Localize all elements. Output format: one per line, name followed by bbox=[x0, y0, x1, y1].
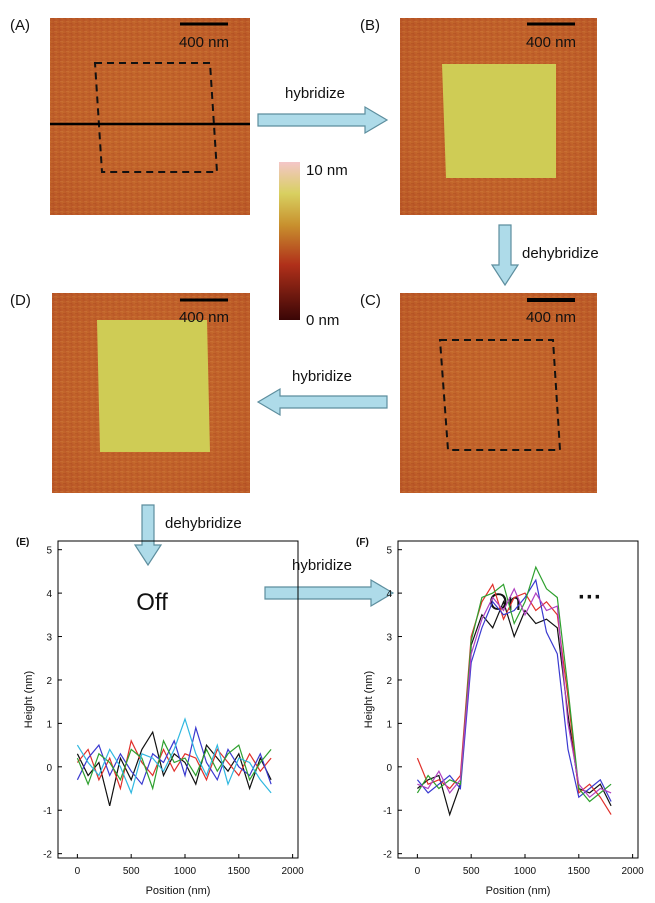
y-tick-label: 2 bbox=[46, 676, 52, 687]
y-tick-label: 0 bbox=[46, 763, 52, 774]
plot-frame bbox=[57, 540, 299, 859]
hybridized-region bbox=[442, 64, 556, 178]
chart-title: (F) bbox=[356, 537, 369, 548]
y-tick-label: 5 bbox=[386, 546, 392, 557]
data-line bbox=[76, 739, 272, 791]
x-axis-label: Position (nm) bbox=[146, 885, 211, 897]
x-tick-label: 2000 bbox=[621, 866, 644, 877]
arrow bbox=[490, 224, 520, 287]
x-tick-label: 1500 bbox=[228, 866, 251, 877]
y-tick-label: -1 bbox=[383, 806, 392, 817]
y-tick-label: 4 bbox=[46, 589, 52, 600]
arrow bbox=[256, 387, 388, 417]
hybridized-region bbox=[97, 320, 210, 452]
y-tick-label: 3 bbox=[386, 633, 392, 644]
scale-label: 400 nm bbox=[526, 309, 576, 326]
y-tick-label: 0 bbox=[386, 763, 392, 774]
y-tick-label: 2 bbox=[386, 676, 392, 687]
arrow-label: hybridize bbox=[292, 557, 352, 574]
pattern-outline bbox=[438, 339, 562, 451]
afm-texture bbox=[50, 18, 250, 215]
colorbar-max: 10 nm bbox=[306, 162, 348, 179]
scale-label: 400 nm bbox=[179, 34, 229, 51]
y-axis-label: Height (nm) bbox=[23, 671, 35, 728]
colorbar bbox=[279, 162, 300, 320]
chart-title: (E) bbox=[16, 537, 29, 548]
panel-label: (D) bbox=[10, 292, 31, 309]
data-line bbox=[416, 565, 612, 803]
x-tick-label: 500 bbox=[123, 866, 140, 877]
data-line bbox=[416, 578, 612, 802]
data-line bbox=[76, 739, 272, 791]
pattern-outline bbox=[93, 62, 219, 173]
arrow-label: hybridize bbox=[285, 85, 345, 102]
arrow-label: dehybridize bbox=[165, 515, 242, 532]
y-tick-label: 3 bbox=[46, 633, 52, 644]
data-line bbox=[76, 730, 272, 807]
data-line bbox=[417, 587, 612, 799]
x-tick-label: 1000 bbox=[514, 866, 537, 877]
panel-label: (A) bbox=[10, 17, 30, 34]
x-tick-label: 1500 bbox=[568, 866, 591, 877]
scale-label: 400 nm bbox=[179, 309, 229, 326]
arrow-label: dehybridize bbox=[522, 245, 599, 262]
panel-label: (C) bbox=[360, 292, 381, 309]
state-label: ··· bbox=[578, 584, 602, 611]
scale-label: 400 nm bbox=[526, 34, 576, 51]
y-tick-label: -1 bbox=[43, 806, 52, 817]
y-tick-label: 5 bbox=[46, 546, 52, 557]
x-tick-label: 2000 bbox=[281, 866, 304, 877]
arrow bbox=[264, 578, 395, 608]
plot-frame bbox=[397, 540, 639, 859]
x-tick-label: 500 bbox=[463, 866, 480, 877]
arrow bbox=[133, 504, 163, 567]
y-tick-label: 4 bbox=[386, 589, 392, 600]
x-tick-label: 1000 bbox=[174, 866, 197, 877]
data-line bbox=[416, 582, 612, 815]
arrow-label: hybridize bbox=[292, 368, 352, 385]
state-label: Off bbox=[136, 589, 168, 616]
x-tick-label: 0 bbox=[75, 866, 81, 877]
y-tick-label: 1 bbox=[46, 719, 52, 730]
x-tick-label: 0 bbox=[415, 866, 421, 877]
arrow bbox=[257, 105, 389, 135]
data-line bbox=[76, 725, 272, 786]
y-axis-label: Height (nm) bbox=[363, 671, 375, 728]
x-axis-label: Position (nm) bbox=[486, 885, 551, 897]
y-tick-label: -2 bbox=[43, 850, 52, 861]
panel-label: (B) bbox=[360, 17, 380, 34]
colorbar-min: 0 nm bbox=[306, 312, 339, 329]
data-line bbox=[76, 717, 272, 795]
y-tick-label: -2 bbox=[383, 850, 392, 861]
y-tick-label: 1 bbox=[386, 719, 392, 730]
afm-texture bbox=[400, 293, 597, 493]
